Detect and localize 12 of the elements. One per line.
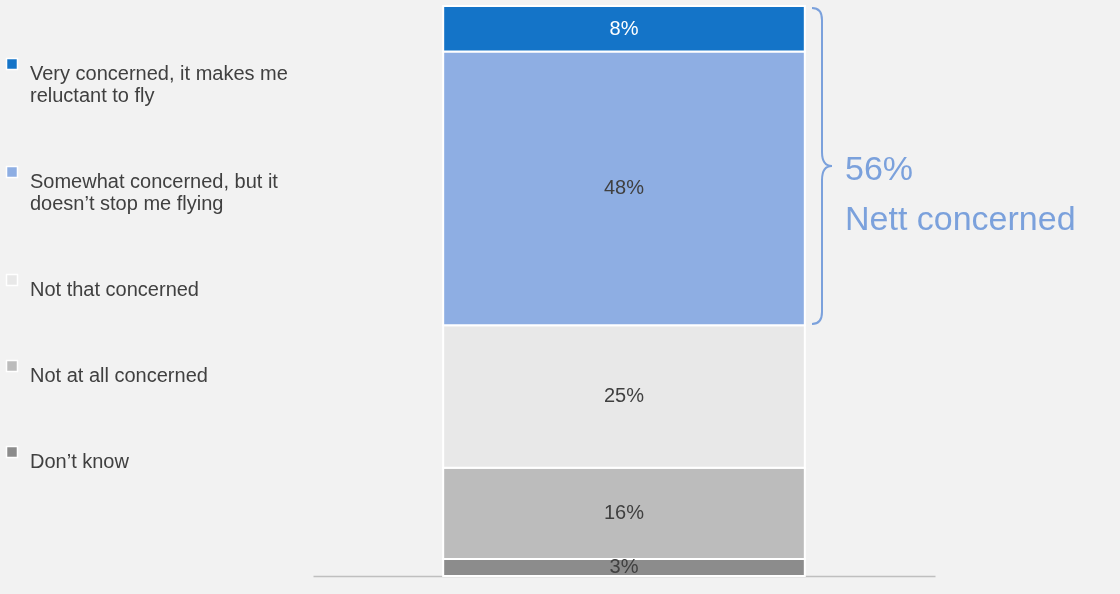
text: 56% — [845, 149, 914, 187]
text: Nett concerned — [845, 199, 1076, 237]
data-label: 48% — [603, 176, 645, 199]
data-label: 25% — [603, 384, 645, 407]
data-label: 3% — [609, 555, 639, 578]
data-label: 16% — [603, 501, 645, 524]
legend-label: Somewhat concerned, but it doesn’t stop me flying — [30, 170, 279, 214]
data-label: 8% — [609, 16, 639, 39]
legend-label: Not that concerned — [30, 278, 199, 300]
legend-label: Not at all concerned — [30, 364, 208, 386]
legend-label: Don’t know — [30, 450, 130, 472]
legend-label: Very concerned, it makes me reluctant to fly — [30, 62, 288, 106]
